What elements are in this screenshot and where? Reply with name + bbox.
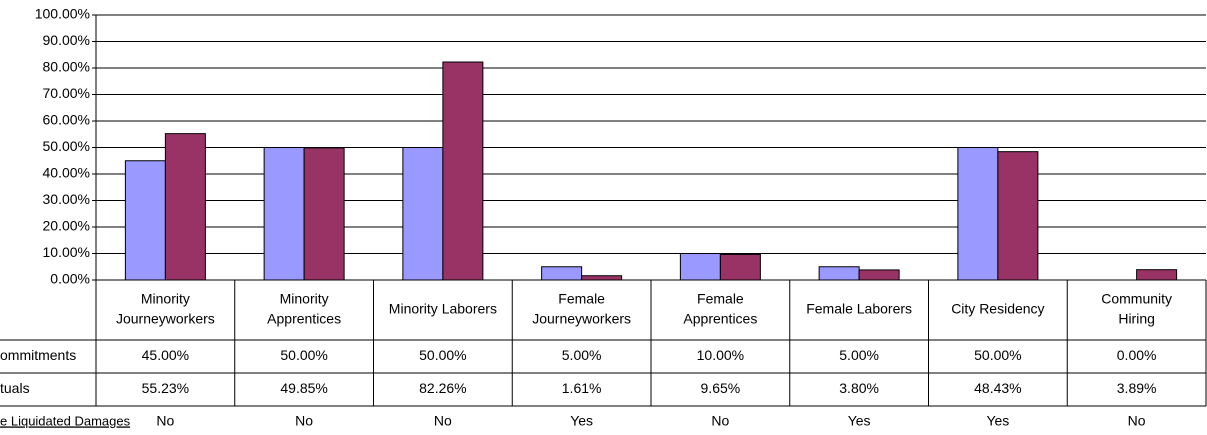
y-tick-label: 80.00%: [43, 59, 90, 75]
y-tick-label: 50.00%: [43, 138, 90, 154]
legend-label: ommitments: [0, 347, 76, 363]
table-value: 45.00%: [142, 347, 189, 363]
table-value: 5.00%: [562, 347, 602, 363]
bar: [164, 133, 206, 281]
x-tick-label: Journeyworkers: [532, 311, 631, 327]
bar: [124, 160, 166, 281]
bar: [679, 253, 721, 281]
extra-row-value: Yes: [986, 413, 1009, 429]
table-value: 10.00%: [697, 347, 744, 363]
x-tick-label: Minority Laborers: [389, 301, 497, 317]
x-tick-label: Female Laborers: [806, 301, 912, 317]
bar: [581, 275, 623, 281]
x-tick-label: Female: [558, 291, 605, 307]
x-tick-label: City Residency: [951, 301, 1044, 317]
x-tick-label: Minority: [280, 291, 329, 307]
y-tick-label: 0.00%: [50, 271, 90, 287]
extra-row-value: No: [1128, 413, 1146, 429]
table-value: 3.80%: [839, 380, 879, 396]
bar: [442, 61, 484, 281]
x-tick-label: Journeyworkers: [116, 311, 215, 327]
table-value: 50.00%: [280, 347, 327, 363]
table-value: 1.61%: [562, 380, 602, 396]
legend-label: tuals: [0, 380, 30, 396]
table-value: 48.43%: [974, 380, 1021, 396]
x-tick-label: Hiring: [1118, 311, 1155, 327]
y-tick-label: 10.00%: [43, 244, 90, 260]
bar: [858, 269, 900, 281]
x-tick-label: Apprentices: [267, 311, 341, 327]
y-tick-label: 20.00%: [43, 218, 90, 234]
table-value: 5.00%: [839, 347, 879, 363]
y-tick-label: 90.00%: [43, 32, 90, 48]
table-value: 50.00%: [419, 347, 466, 363]
y-tick-label: 30.00%: [43, 191, 90, 207]
bar: [719, 253, 761, 281]
extra-row-value: Yes: [848, 413, 871, 429]
table-value: 82.26%: [419, 380, 466, 396]
y-tick-label: 70.00%: [43, 85, 90, 101]
bar: [303, 147, 345, 281]
bar: [997, 151, 1039, 281]
bar: [957, 147, 999, 281]
table-value: 50.00%: [974, 347, 1021, 363]
bar: [818, 266, 860, 281]
y-tick-label: 60.00%: [43, 112, 90, 128]
x-tick-label: Female: [697, 291, 744, 307]
table-value: 0.00%: [1117, 347, 1157, 363]
bar: [263, 147, 305, 281]
bar: [402, 147, 444, 281]
table-value: 9.65%: [701, 380, 741, 396]
bar: [1136, 269, 1178, 281]
extra-row-value: No: [434, 413, 452, 429]
x-tick-label: Community: [1101, 291, 1172, 307]
extra-row-value: No: [711, 413, 729, 429]
extra-row-label: e Liquidated Damages: [0, 413, 131, 428]
table-value: 49.85%: [280, 380, 327, 396]
x-tick-label: Minority: [141, 291, 190, 307]
x-tick-label: Apprentices: [683, 311, 757, 327]
extra-row-value: No: [156, 413, 174, 429]
bar: [541, 266, 583, 281]
y-tick-label: 100.00%: [35, 6, 90, 22]
y-tick-label: 40.00%: [43, 165, 90, 181]
table-value: 3.89%: [1117, 380, 1157, 396]
extra-row-value: Yes: [570, 413, 593, 429]
extra-row-value: No: [295, 413, 313, 429]
table-value: 55.23%: [142, 380, 189, 396]
